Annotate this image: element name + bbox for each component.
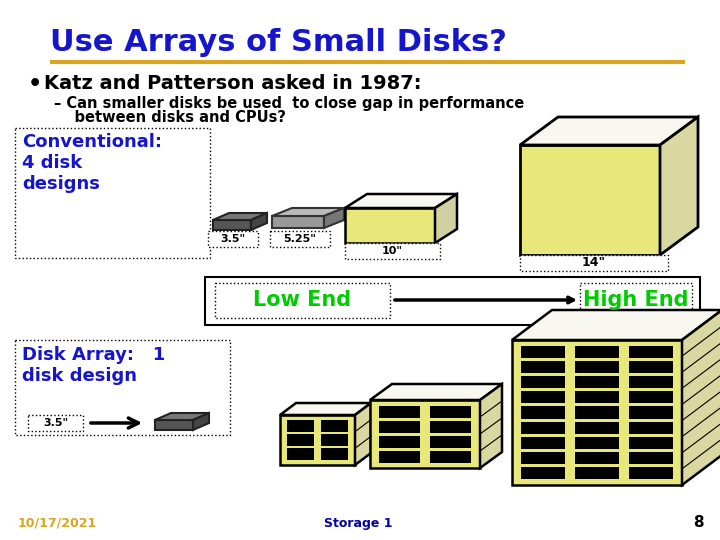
- Text: – Can smaller disks be used  to close gap in performance: – Can smaller disks be used to close gap…: [54, 96, 524, 111]
- Polygon shape: [629, 376, 672, 388]
- FancyBboxPatch shape: [205, 277, 700, 325]
- Polygon shape: [521, 346, 564, 357]
- Polygon shape: [355, 403, 371, 465]
- FancyBboxPatch shape: [208, 231, 258, 247]
- FancyBboxPatch shape: [15, 128, 210, 258]
- FancyBboxPatch shape: [580, 283, 692, 318]
- Polygon shape: [280, 403, 371, 415]
- Polygon shape: [345, 194, 457, 208]
- Polygon shape: [272, 216, 324, 228]
- Polygon shape: [324, 208, 344, 228]
- Polygon shape: [629, 422, 672, 434]
- FancyBboxPatch shape: [28, 415, 83, 431]
- Text: Use Arrays of Small Disks?: Use Arrays of Small Disks?: [50, 28, 507, 57]
- Text: 14": 14": [582, 256, 606, 269]
- Polygon shape: [575, 361, 618, 373]
- Polygon shape: [435, 194, 457, 243]
- Polygon shape: [521, 467, 564, 480]
- Polygon shape: [370, 384, 502, 400]
- Polygon shape: [287, 421, 314, 431]
- Polygon shape: [430, 406, 471, 417]
- Polygon shape: [213, 213, 267, 220]
- Polygon shape: [521, 407, 564, 418]
- Text: 5.25": 5.25": [284, 234, 316, 244]
- Polygon shape: [193, 413, 209, 430]
- Text: 10": 10": [382, 246, 403, 256]
- FancyBboxPatch shape: [215, 283, 390, 318]
- Polygon shape: [321, 448, 348, 460]
- Polygon shape: [521, 376, 564, 388]
- Polygon shape: [251, 213, 267, 230]
- Polygon shape: [520, 117, 698, 145]
- Polygon shape: [370, 400, 480, 468]
- Polygon shape: [682, 310, 720, 485]
- Polygon shape: [629, 437, 672, 449]
- Polygon shape: [629, 361, 672, 373]
- Polygon shape: [321, 434, 348, 446]
- Text: •: •: [28, 74, 42, 94]
- Text: between disks and CPUs?: between disks and CPUs?: [54, 110, 286, 125]
- Polygon shape: [629, 391, 672, 403]
- Text: High End: High End: [583, 290, 689, 310]
- Text: 3.5": 3.5": [43, 418, 68, 428]
- Polygon shape: [575, 407, 618, 418]
- Text: 8: 8: [693, 515, 704, 530]
- Polygon shape: [521, 391, 564, 403]
- Polygon shape: [155, 420, 193, 430]
- Polygon shape: [575, 452, 618, 464]
- Polygon shape: [520, 145, 660, 255]
- Polygon shape: [575, 346, 618, 357]
- FancyBboxPatch shape: [345, 243, 440, 259]
- Polygon shape: [629, 467, 672, 480]
- Polygon shape: [629, 452, 672, 464]
- Polygon shape: [629, 346, 672, 357]
- Polygon shape: [345, 208, 435, 243]
- Polygon shape: [575, 376, 618, 388]
- Polygon shape: [521, 361, 564, 373]
- Polygon shape: [430, 435, 471, 448]
- Polygon shape: [660, 117, 698, 255]
- Polygon shape: [521, 452, 564, 464]
- Polygon shape: [379, 406, 420, 417]
- Polygon shape: [512, 340, 682, 485]
- Polygon shape: [287, 448, 314, 460]
- Text: Conventional:
4 disk
designs: Conventional: 4 disk designs: [22, 133, 162, 193]
- Text: 3.5": 3.5": [220, 234, 246, 244]
- Polygon shape: [155, 413, 209, 420]
- Polygon shape: [272, 208, 344, 216]
- Text: Storage 1: Storage 1: [324, 517, 392, 530]
- Polygon shape: [287, 434, 314, 446]
- Text: Katz and Patterson asked in 1987:: Katz and Patterson asked in 1987:: [44, 74, 421, 93]
- Polygon shape: [430, 421, 471, 433]
- Polygon shape: [430, 450, 471, 462]
- FancyBboxPatch shape: [15, 340, 230, 435]
- Polygon shape: [213, 220, 251, 230]
- Polygon shape: [379, 450, 420, 462]
- Text: Low End: Low End: [253, 290, 351, 310]
- Polygon shape: [575, 437, 618, 449]
- Polygon shape: [512, 310, 720, 340]
- Polygon shape: [280, 415, 355, 465]
- Polygon shape: [629, 407, 672, 418]
- Polygon shape: [321, 421, 348, 431]
- Polygon shape: [521, 437, 564, 449]
- Polygon shape: [575, 391, 618, 403]
- Polygon shape: [521, 422, 564, 434]
- Polygon shape: [575, 467, 618, 480]
- FancyBboxPatch shape: [520, 255, 668, 271]
- Text: 10/17/2021: 10/17/2021: [18, 517, 97, 530]
- Polygon shape: [480, 384, 502, 468]
- FancyBboxPatch shape: [270, 231, 330, 247]
- Polygon shape: [379, 435, 420, 448]
- Text: Disk Array:   1
disk design: Disk Array: 1 disk design: [22, 346, 166, 385]
- Polygon shape: [575, 422, 618, 434]
- Polygon shape: [379, 421, 420, 433]
